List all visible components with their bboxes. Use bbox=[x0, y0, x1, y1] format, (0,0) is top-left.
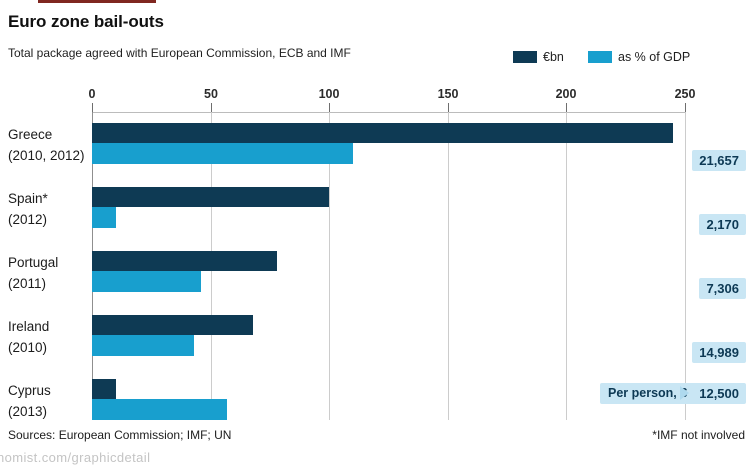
legend-label-gdp: as % of GDP bbox=[618, 50, 691, 64]
bar-gdp-greece bbox=[92, 143, 353, 164]
legend-item-ebn: €bn bbox=[513, 50, 564, 64]
bar-ebn-portugal bbox=[92, 251, 277, 271]
value-box-ireland: 14,989 bbox=[692, 342, 746, 363]
chart-title: Euro zone bail-outs bbox=[8, 12, 164, 31]
x-tick-mark bbox=[329, 103, 330, 112]
bar-ebn-cyprus bbox=[92, 379, 116, 399]
gridline-100 bbox=[329, 112, 330, 420]
x-tick-label-250: 250 bbox=[674, 87, 696, 101]
category-year: (2011) bbox=[8, 276, 47, 291]
category-name: Spain* bbox=[8, 191, 48, 206]
category-name: Cyprus bbox=[8, 383, 51, 398]
bar-gdp-ireland bbox=[92, 335, 194, 356]
x-tick-mark bbox=[448, 103, 449, 112]
category-label-spain: Spain* (2012) bbox=[8, 188, 90, 230]
bar-gdp-portugal bbox=[92, 271, 201, 292]
bar-gdp-cyprus bbox=[92, 399, 227, 420]
value-box-spain: 2,170 bbox=[699, 214, 746, 235]
x-tick-mark bbox=[685, 103, 686, 112]
value-box-greece: 21,657 bbox=[692, 150, 746, 171]
category-name: Greece bbox=[8, 127, 53, 142]
per-person-callout: Per person, € bbox=[600, 383, 696, 404]
x-tick-mark bbox=[92, 103, 93, 112]
bar-ebn-ireland bbox=[92, 315, 253, 335]
legend-swatch-gdp bbox=[588, 51, 612, 63]
legend-label-ebn: €bn bbox=[543, 50, 564, 64]
bar-gdp-spain bbox=[92, 207, 116, 228]
gridline-250 bbox=[685, 112, 686, 420]
bar-ebn-spain bbox=[92, 187, 329, 207]
category-year: (2010) bbox=[8, 340, 48, 355]
chart-subtitle: Total package agreed with European Commi… bbox=[8, 46, 351, 60]
legend-item-gdp: as % of GDP bbox=[588, 50, 690, 64]
imf-footnote: *IMF not involved bbox=[652, 428, 745, 442]
gridline-150 bbox=[448, 112, 449, 420]
category-year: (2012) bbox=[8, 212, 48, 227]
x-tick-mark bbox=[566, 103, 567, 112]
legend-swatch-ebn bbox=[513, 51, 537, 63]
x-tick-label-0: 0 bbox=[88, 87, 96, 101]
value-box-cyprus: 12,500 bbox=[692, 383, 746, 404]
category-label-portugal: Portugal (2011) bbox=[8, 252, 90, 294]
sources-note: Sources: European Commission; IMF; UN bbox=[8, 428, 232, 442]
x-tick-label-200: 200 bbox=[555, 87, 577, 101]
category-year: (2013) bbox=[8, 404, 48, 419]
category-year: (2010, 2012) bbox=[8, 148, 85, 163]
per-person-arrow-icon bbox=[680, 386, 689, 400]
gridline-200 bbox=[566, 112, 567, 420]
category-label-ireland: Ireland (2010) bbox=[8, 316, 90, 358]
category-label-cyprus: Cyprus (2013) bbox=[8, 380, 90, 422]
watermark-url: nomist.com/graphicdetail bbox=[0, 450, 151, 465]
x-tick-label-50: 50 bbox=[204, 87, 218, 101]
x-tick-label-100: 100 bbox=[318, 87, 340, 101]
plot-top-border bbox=[92, 112, 686, 113]
x-tick-label-150: 150 bbox=[437, 87, 459, 101]
category-name: Ireland bbox=[8, 319, 50, 334]
x-tick-mark bbox=[211, 103, 212, 112]
value-box-portugal: 7,306 bbox=[699, 278, 746, 299]
red-accent-line bbox=[38, 0, 156, 3]
category-name: Portugal bbox=[8, 255, 59, 270]
bar-ebn-greece bbox=[92, 123, 673, 143]
category-label-greece: Greece (2010, 2012) bbox=[8, 124, 90, 166]
